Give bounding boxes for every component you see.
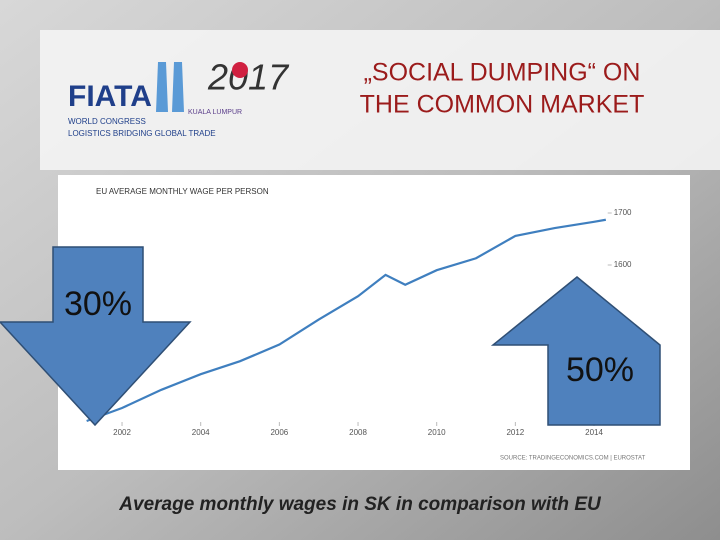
- x-tick-label: 2002: [113, 428, 131, 437]
- x-tick-label: 2012: [506, 428, 524, 437]
- logo-flower: [232, 62, 248, 78]
- logo-name: FIATA: [68, 80, 152, 113]
- logo-city: KUALA LUMPUR: [188, 109, 242, 116]
- slide-title: THE COMMON MARKET: [360, 91, 645, 119]
- caption: Average monthly wages in SK in compariso…: [118, 494, 602, 515]
- logo-year: 2017: [207, 57, 290, 98]
- data-line: [86, 218, 607, 423]
- x-tick-label: 2014: [585, 428, 603, 437]
- logo: FIATA WORLD CONGRESS LOGISTICS BRIDGING …: [68, 57, 290, 139]
- logo-tagline: LOGISTICS BRIDGING GLOBAL TRADE: [68, 129, 216, 138]
- annotation: 30%: [64, 285, 132, 323]
- chart-title: EU AVERAGE MONTHLY WAGE PER PERSON: [96, 187, 269, 196]
- chart-source: SOURCE: TRADINGECONOMICS.COM | EUROSTAT: [500, 456, 646, 462]
- logo-tower: [156, 62, 168, 112]
- y-tick-label: 1700: [614, 208, 632, 217]
- y-tick-label: 1600: [614, 260, 632, 269]
- x-tick-label: 2010: [428, 428, 446, 437]
- annotation: 50%: [566, 351, 634, 389]
- x-tick-label: 2004: [192, 428, 210, 437]
- header-panel: [40, 30, 720, 170]
- logo-event: WORLD CONGRESS: [68, 117, 146, 126]
- plot: 1600 1700 2002 2004 2006 2008 2010 2012 2014: [86, 208, 632, 437]
- down-arrow: [0, 246, 192, 427]
- x-tick-label: 2008: [349, 428, 367, 437]
- up-arrow: [490, 276, 661, 426]
- slide-title: „SOCIAL DUMPING“ ON: [364, 59, 641, 87]
- logo-tower: [172, 62, 184, 112]
- x-tick-label: 2006: [270, 428, 288, 437]
